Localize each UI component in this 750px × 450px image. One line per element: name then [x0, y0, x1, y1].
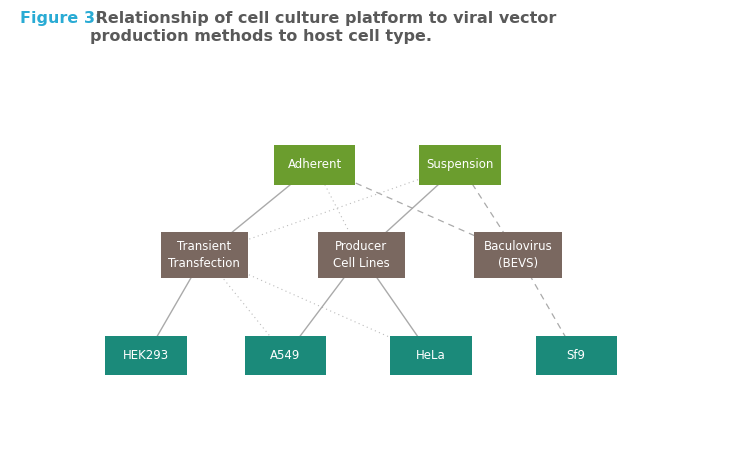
FancyBboxPatch shape — [536, 336, 616, 375]
Text: Baculovirus
(BEVS): Baculovirus (BEVS) — [484, 240, 553, 270]
FancyBboxPatch shape — [244, 336, 326, 375]
Text: Suspension: Suspension — [426, 158, 494, 171]
Text: HEK293: HEK293 — [123, 349, 170, 362]
FancyBboxPatch shape — [160, 232, 248, 279]
Text: Transient
Transfection: Transient Transfection — [168, 240, 240, 270]
FancyBboxPatch shape — [317, 232, 405, 279]
Text: Relationship of cell culture platform to viral vector
production methods to host: Relationship of cell culture platform to… — [90, 11, 556, 44]
FancyBboxPatch shape — [105, 336, 187, 375]
Text: HeLa: HeLa — [416, 349, 446, 362]
Text: A549: A549 — [270, 349, 301, 362]
FancyBboxPatch shape — [419, 145, 501, 185]
Text: Sf9: Sf9 — [567, 349, 586, 362]
FancyBboxPatch shape — [475, 232, 562, 279]
Text: Figure 3:: Figure 3: — [20, 11, 102, 26]
Text: Producer
Cell Lines: Producer Cell Lines — [333, 240, 389, 270]
FancyBboxPatch shape — [390, 336, 472, 375]
FancyBboxPatch shape — [274, 145, 356, 185]
Text: Adherent: Adherent — [287, 158, 342, 171]
